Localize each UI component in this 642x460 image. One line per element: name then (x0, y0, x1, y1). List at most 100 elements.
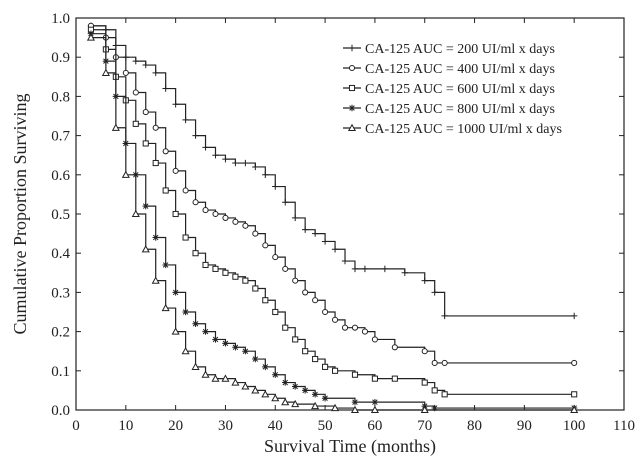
circle-marker (242, 222, 249, 229)
triangle-marker (211, 374, 220, 382)
triangle-marker (281, 397, 290, 406)
triangle-marker (86, 33, 95, 41)
asterisk-marker (272, 371, 279, 378)
triangle-marker (311, 401, 320, 410)
square-marker (162, 187, 169, 194)
triangle-marker (241, 382, 250, 390)
asterisk-marker (348, 104, 356, 112)
series-3 (87, 26, 578, 398)
triangle-marker (161, 303, 170, 312)
square-marker (322, 363, 329, 370)
asterisk-marker (192, 320, 199, 327)
circle-marker (152, 124, 159, 131)
circle-marker (571, 359, 578, 367)
square-marker (391, 375, 398, 382)
plus-marker (142, 61, 149, 69)
plus-marker (202, 144, 209, 151)
asterisk-marker (351, 398, 359, 406)
asterisk-marker (162, 261, 169, 269)
square-marker (192, 250, 199, 257)
triangle-marker (201, 370, 210, 378)
y-tick-label: 0.4 (51, 246, 70, 262)
triangle-marker (570, 405, 579, 414)
plus-marker (331, 246, 339, 253)
triangle-marker (121, 170, 130, 178)
triangle-marker (231, 378, 240, 386)
x-tick-label: 110 (613, 418, 635, 434)
circle-marker (341, 324, 349, 331)
x-tick-label: 100 (563, 418, 586, 434)
plus-marker (182, 116, 189, 124)
plus-marker (348, 44, 356, 52)
legend-label: CA-125 AUC = 200 UI/ml x days (365, 42, 555, 57)
y-tick-label: 0.0 (51, 403, 70, 419)
circle-marker (391, 344, 398, 351)
x-tick-label: 0 (72, 418, 80, 434)
triangle-marker (291, 399, 300, 408)
circle-marker (122, 69, 129, 76)
series-1 (87, 22, 578, 320)
square-marker (232, 273, 239, 280)
square-marker (292, 336, 299, 343)
x-tick-label: 40 (268, 418, 283, 434)
plus-marker (252, 163, 259, 171)
plus-marker (351, 265, 359, 273)
triangle-marker (221, 374, 230, 382)
square-marker (202, 261, 209, 269)
asterisk-marker (172, 289, 179, 296)
circle-marker (172, 167, 179, 174)
plus-marker (381, 265, 389, 273)
plus-marker (341, 257, 349, 265)
x-tick-label: 30 (218, 418, 233, 434)
asterisk-marker (242, 348, 249, 355)
square-marker (222, 269, 229, 276)
square-marker (282, 324, 289, 331)
axis-ticks: 0 10 20 30 40 50 60 70 80 90 100 110 0.0 0.1 0.2 0.3 0.4… (51, 11, 635, 434)
circle-marker (312, 297, 319, 304)
plus-marker (152, 69, 159, 77)
asterisk-marker (202, 328, 209, 335)
legend: CA-125 AUC = 200 UI/ml x days CA-125 AUC … (343, 42, 562, 137)
circle-marker (348, 64, 356, 72)
square-marker (212, 265, 219, 272)
square-marker (252, 285, 259, 292)
circle-marker (202, 207, 209, 214)
circle-marker (142, 109, 149, 116)
circle-marker (262, 242, 269, 249)
asterisk-marker (262, 363, 269, 371)
circle-marker (331, 316, 339, 323)
square-marker (348, 84, 356, 92)
x-tick-label: 90 (517, 418, 532, 434)
circle-marker (252, 230, 259, 237)
y-tick-label: 0.3 (51, 285, 70, 301)
circle-marker (212, 210, 219, 218)
triangle-marker (261, 390, 270, 398)
square-marker (152, 159, 159, 167)
legend-label: CA-125 AUC = 400 UI/ml x days (365, 62, 555, 77)
x-tick-label: 70 (417, 418, 432, 434)
plus-marker (132, 57, 139, 65)
triangle-marker (171, 327, 180, 335)
asterisk-marker (252, 355, 259, 363)
asterisk-marker (152, 234, 159, 241)
y-tick-label: 0.9 (51, 50, 70, 66)
asterisk-marker (292, 383, 299, 390)
y-tick-label: 0.5 (51, 207, 70, 223)
circle-marker (361, 328, 369, 335)
circle-marker (371, 336, 378, 343)
plus-marker (311, 230, 319, 237)
square-marker (172, 210, 179, 218)
y-tick-label: 0.8 (51, 89, 70, 105)
plus-marker (212, 152, 219, 159)
asterisk-marker (282, 379, 289, 386)
x-tick-label: 50 (318, 418, 333, 434)
plus-marker (321, 238, 329, 245)
circle-marker (222, 214, 229, 221)
triangle-marker (131, 209, 140, 218)
plus-marker (292, 214, 299, 222)
y-axis-label: Cumulative Proportion Surviving (10, 94, 30, 335)
circle-marker (431, 359, 438, 367)
asterisk-marker (222, 340, 229, 347)
circle-marker (192, 199, 199, 206)
square-marker (132, 120, 139, 127)
